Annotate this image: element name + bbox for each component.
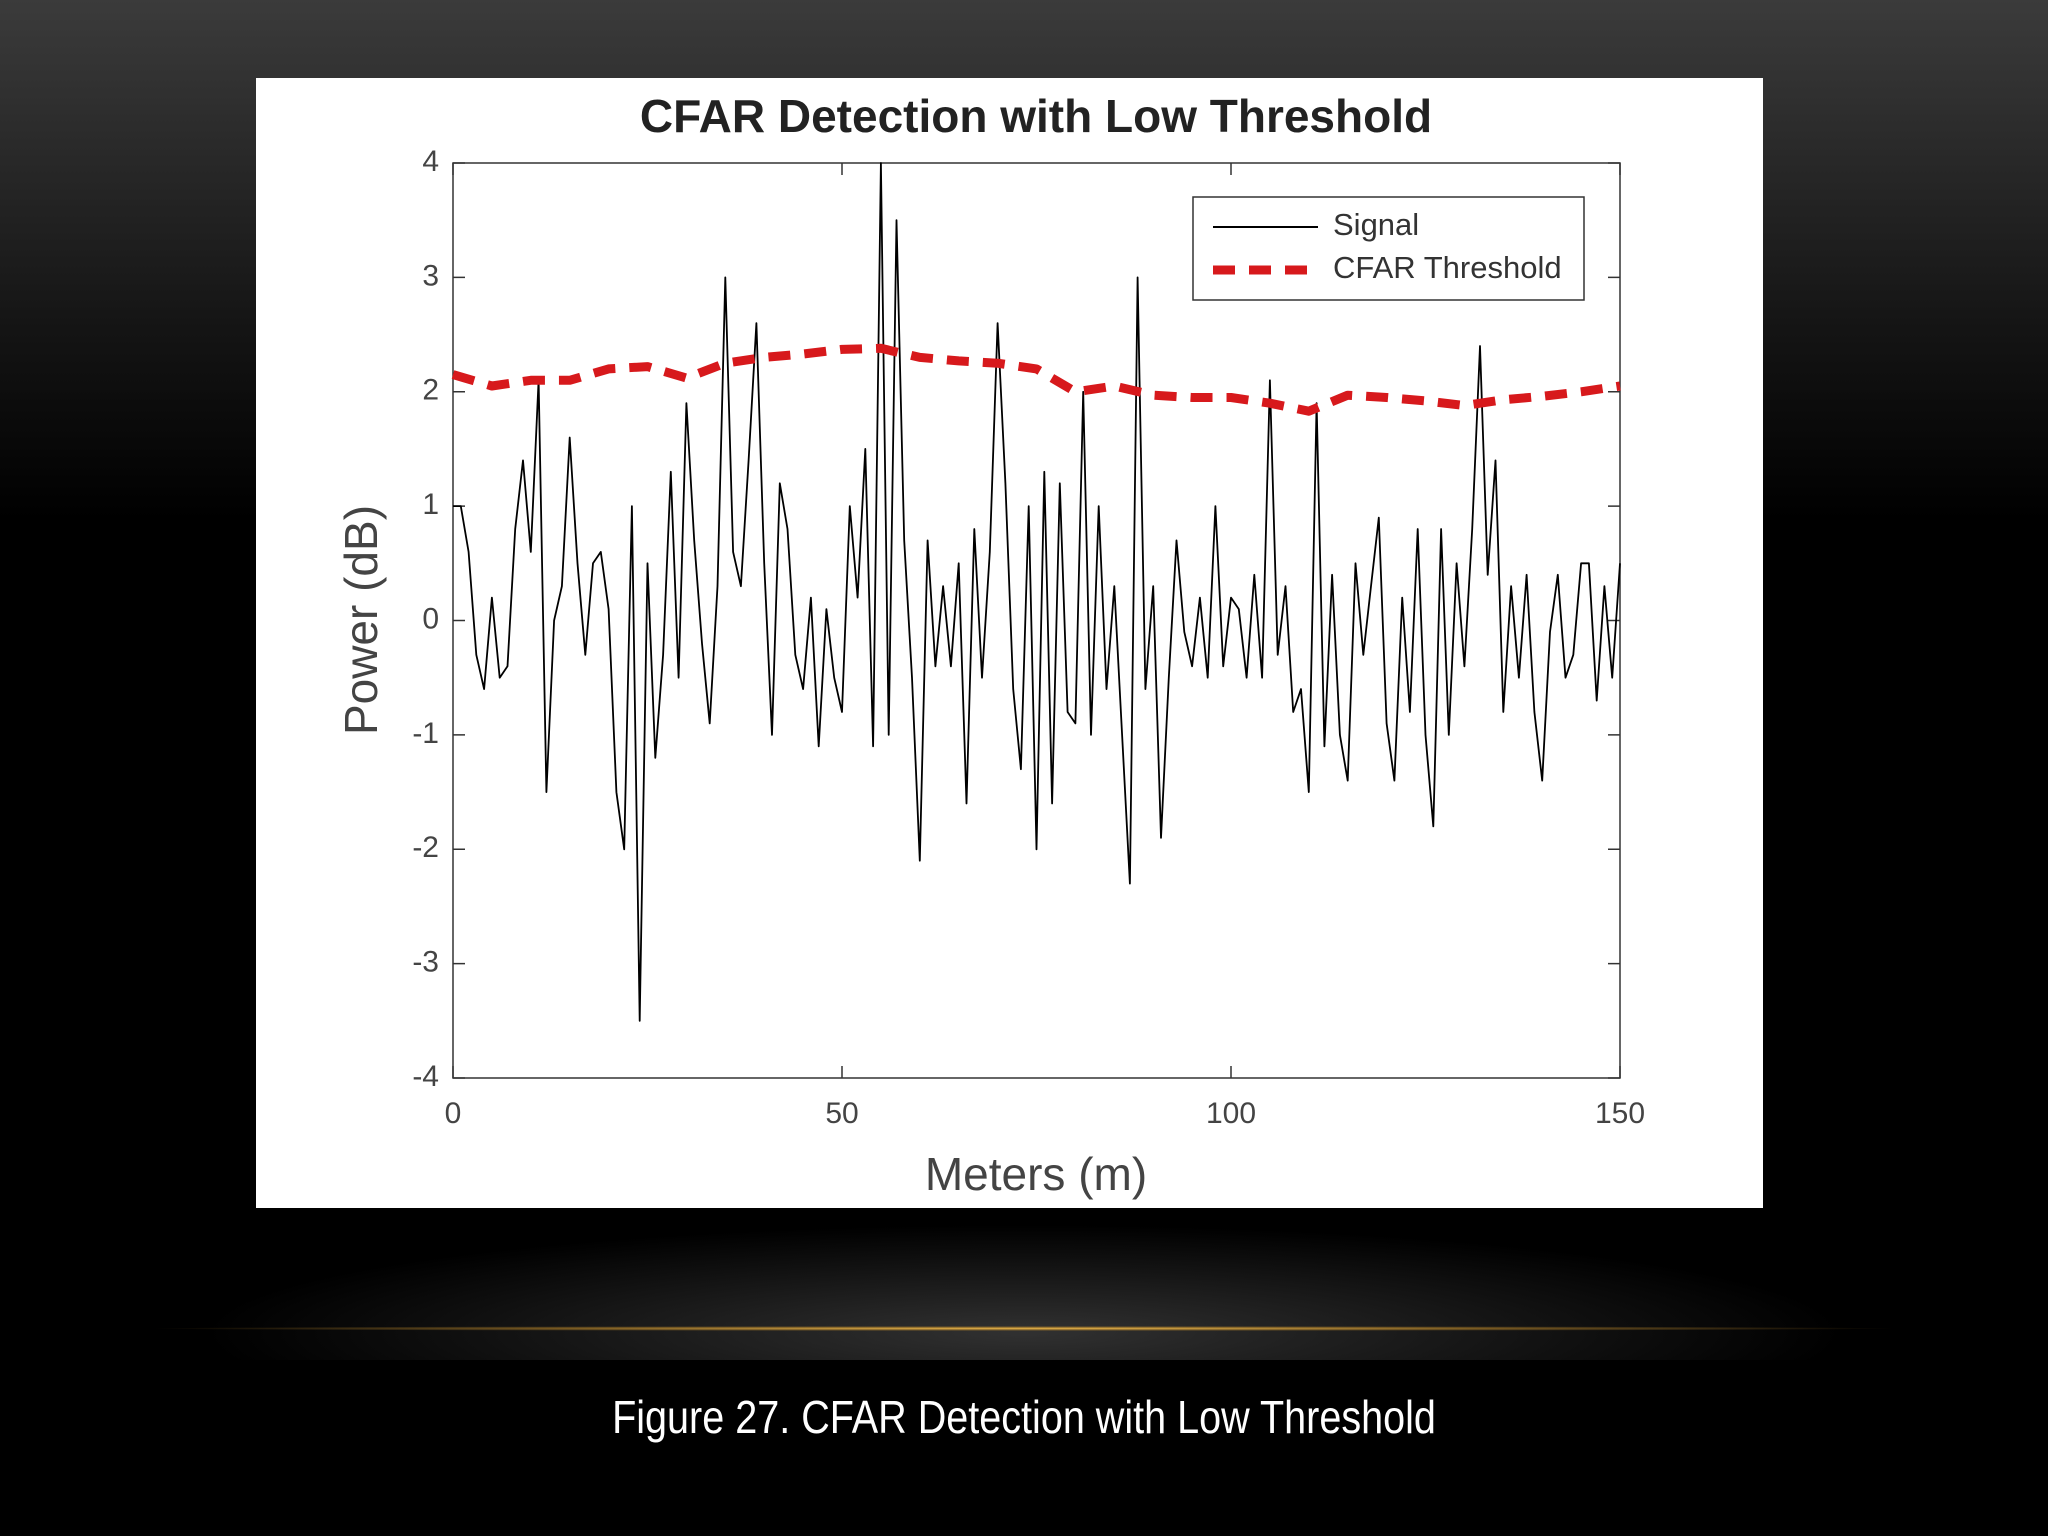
threshold-line: [451, 343, 1621, 416]
y-tick-label: -1: [412, 717, 439, 750]
y-tick-label: 1: [422, 488, 439, 521]
signal-line: [453, 162, 1621, 1022]
legend-box: [1192, 196, 1585, 301]
x-tick-label: 150: [1595, 1097, 1645, 1130]
y-tick-label: 3: [422, 259, 439, 292]
divider: [150, 1326, 1898, 1331]
y-tick-label: 2: [422, 374, 439, 407]
y-tick-label: 0: [422, 602, 439, 635]
y-tick-label: -3: [412, 946, 439, 979]
y-axis-label: Power (dB): [335, 505, 387, 735]
caption: Figure 27. CFAR Detection with Low Thres…: [612, 1391, 1436, 1443]
plot-frame: [452, 162, 1621, 1079]
y-tick-label: -4: [412, 1060, 439, 1093]
x-tick-label: 50: [825, 1097, 858, 1130]
y-tick-label: -2: [412, 831, 439, 864]
chart: CFAR Detection with Low Threshold Meters…: [335, 90, 1646, 1201]
x-tick-label: 0: [445, 1097, 462, 1130]
y-tick-label: 4: [422, 145, 439, 178]
legend-label: Signal: [1333, 207, 1419, 242]
x-tick-label: 100: [1206, 1097, 1256, 1130]
legend-label: CFAR Threshold: [1333, 250, 1562, 285]
x-axis-label: Meters (m): [925, 1148, 1147, 1200]
chart-title: CFAR Detection with Low Threshold: [640, 90, 1432, 142]
